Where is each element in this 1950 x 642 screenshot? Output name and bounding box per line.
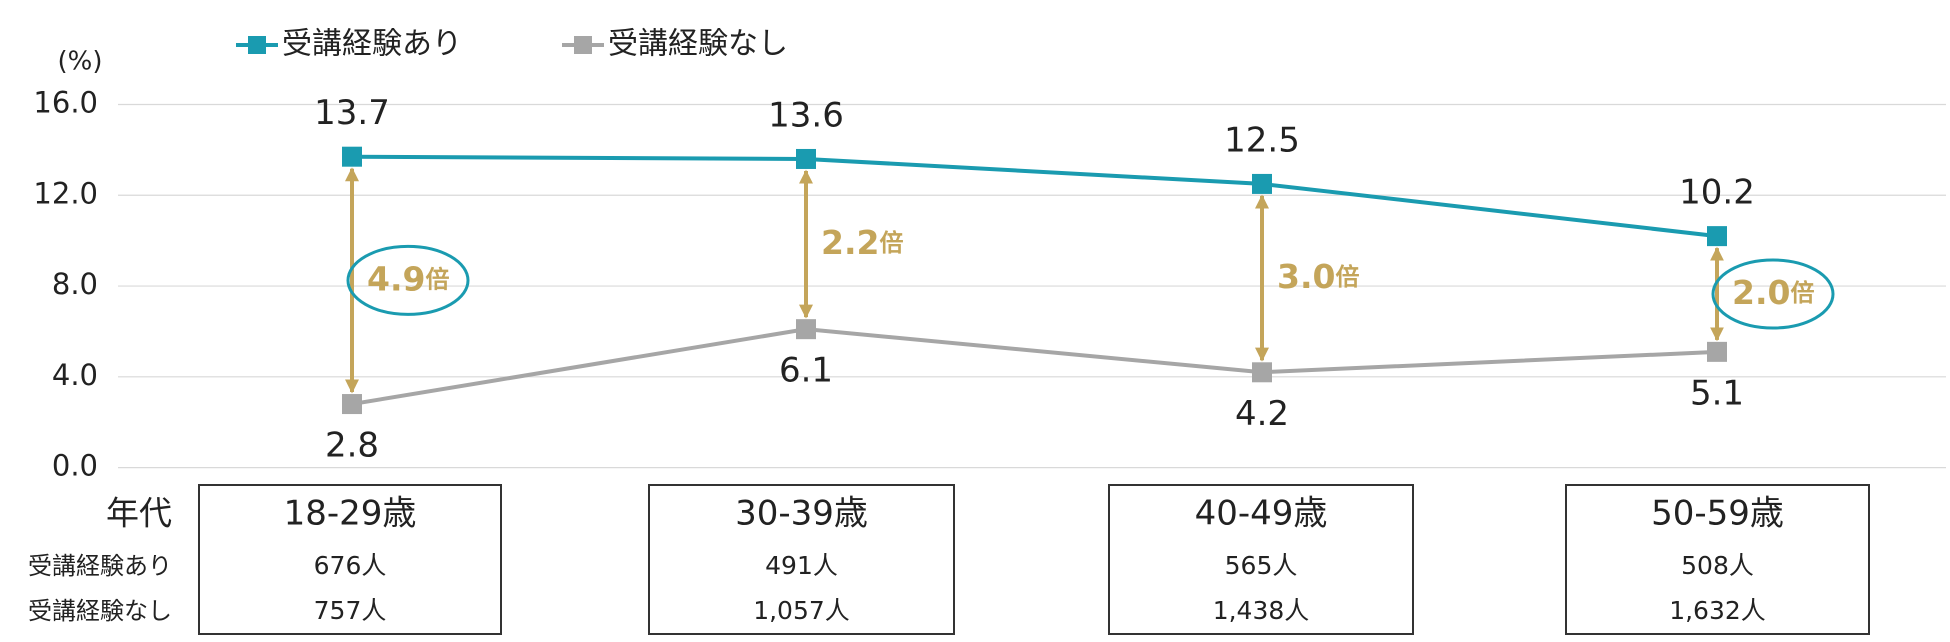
ratio-value: 2.2 xyxy=(821,223,879,262)
data-label: 10.2 xyxy=(1679,173,1755,213)
ratio-unit: 倍 xyxy=(879,229,903,257)
y-tick-label: 4.0 xyxy=(52,358,98,392)
ratio-label: 3.0倍 xyxy=(1277,257,1359,296)
y-tick-label: 16.0 xyxy=(33,86,98,120)
point xyxy=(342,394,362,415)
data-label: 2.8 xyxy=(325,426,379,466)
legend-marker xyxy=(248,36,266,54)
series-line xyxy=(351,154,1718,239)
legend-label: 受講経験なし xyxy=(608,27,788,62)
point xyxy=(1707,226,1727,247)
legend-label: 受講経験あり xyxy=(282,27,462,62)
ratio-value: 3.0 xyxy=(1277,257,1335,296)
y-tick-label: 0.0 xyxy=(52,449,98,483)
ratio-value: 4.9 xyxy=(367,259,425,298)
count-cell: 1,632人 xyxy=(1669,596,1766,625)
y-tick-label: 12.0 xyxy=(33,176,98,210)
category-label: 18-29歳 xyxy=(284,494,417,534)
count-cell: 757人 xyxy=(314,596,387,625)
data-label: 12.5 xyxy=(1224,120,1300,160)
count-cell: 1,438人 xyxy=(1213,596,1310,625)
y-unit: (%) xyxy=(58,47,103,77)
ratio-label: 4.9倍 xyxy=(367,259,449,298)
count-cell: 1,057人 xyxy=(753,596,850,625)
data-label: 6.1 xyxy=(779,351,833,391)
ratio-value: 2.0 xyxy=(1732,272,1790,311)
table-box xyxy=(1108,484,1414,635)
category-label: 30-39歳 xyxy=(735,494,868,534)
row-label: 年代 xyxy=(106,494,172,533)
ratio-unit: 倍 xyxy=(425,265,449,293)
count-cell: 491人 xyxy=(765,551,838,580)
table-box xyxy=(198,484,502,635)
point xyxy=(1252,173,1272,194)
count-cell: 508人 xyxy=(1681,551,1754,580)
ratio-label: 2.2倍 xyxy=(821,223,903,262)
data-label: 13.6 xyxy=(768,95,844,135)
count-cell: 676人 xyxy=(314,551,387,580)
row-label: 受講経験なし xyxy=(28,597,172,625)
data-label: 4.2 xyxy=(1235,394,1289,434)
count-cell: 565人 xyxy=(1225,551,1298,580)
point xyxy=(1252,362,1272,383)
ratio-highlight xyxy=(346,244,470,316)
ratio-unit: 倍 xyxy=(1335,263,1359,291)
data-label: 5.1 xyxy=(1690,373,1744,413)
point xyxy=(1707,341,1727,362)
y-tick-label: 8.0 xyxy=(52,267,98,301)
ratio-unit: 倍 xyxy=(1790,279,1814,307)
data-label: 13.7 xyxy=(314,93,390,133)
table-box xyxy=(648,484,955,635)
point xyxy=(342,146,362,167)
legend-marker xyxy=(574,36,592,54)
ratio-label: 2.0倍 xyxy=(1732,272,1814,311)
point xyxy=(796,319,816,340)
series-line xyxy=(351,327,1718,407)
table-box xyxy=(1565,484,1870,635)
point xyxy=(796,148,816,169)
row-label: 受講経験あり xyxy=(28,552,172,580)
category-label: 40-49歳 xyxy=(1195,494,1328,534)
ratio-highlight xyxy=(1711,258,1835,330)
category-label: 50-59歳 xyxy=(1651,494,1784,534)
